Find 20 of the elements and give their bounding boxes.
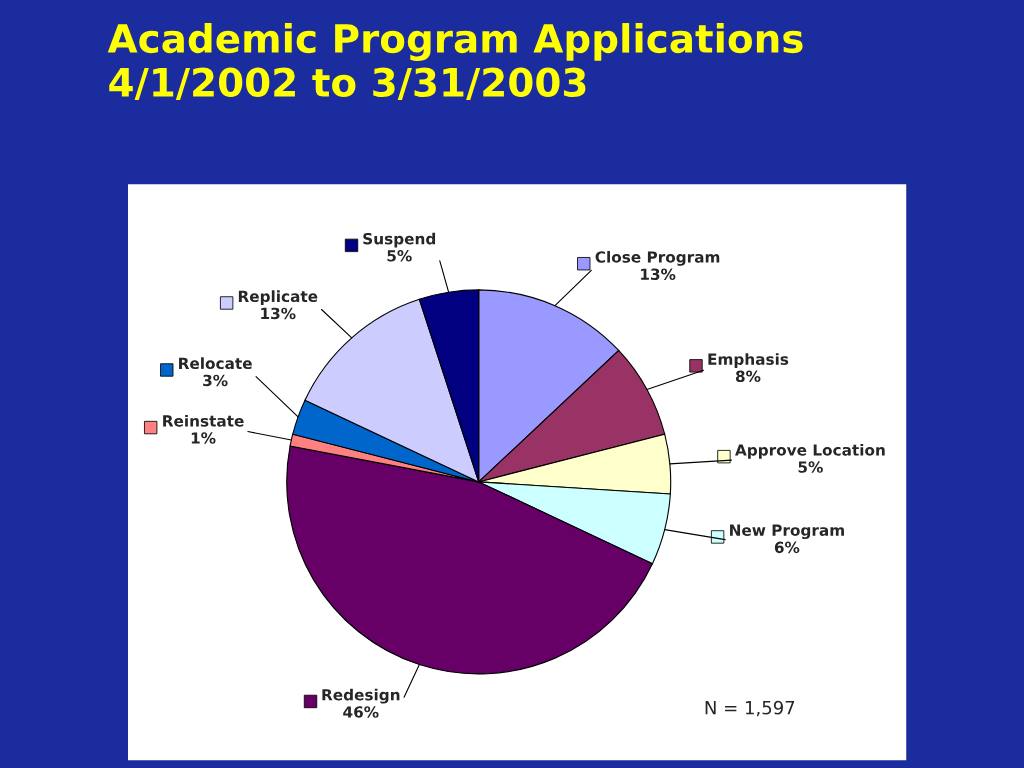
legend-label: Reinstate	[163, 414, 244, 427]
chart-title: Academic Program Applications 4/1/2002 to 3/31/2003	[107, 23, 803, 101]
data-label: 5%	[387, 250, 412, 262]
legend-label: Suspend	[363, 232, 436, 248]
legend-label: Emphasis	[708, 353, 789, 368]
data-label: 1%	[191, 432, 216, 444]
data-label: 13%	[641, 268, 676, 280]
data-label: 5%	[798, 461, 823, 473]
data-label: 3%	[203, 374, 228, 387]
legend-label: Close Program	[595, 250, 720, 266]
data-label: 8%	[735, 370, 761, 383]
legend-label: Redesign	[322, 688, 400, 704]
legend-label: Approve Location	[735, 443, 885, 459]
legend-label: New Program	[730, 524, 844, 540]
data-label: 46%	[343, 706, 379, 718]
data-label: 13%	[261, 307, 296, 320]
text: N = 1,597	[705, 700, 795, 717]
legend-label: Relocate	[179, 357, 252, 370]
data-label: 6%	[774, 541, 800, 554]
legend-label: Replicate	[238, 290, 318, 306]
